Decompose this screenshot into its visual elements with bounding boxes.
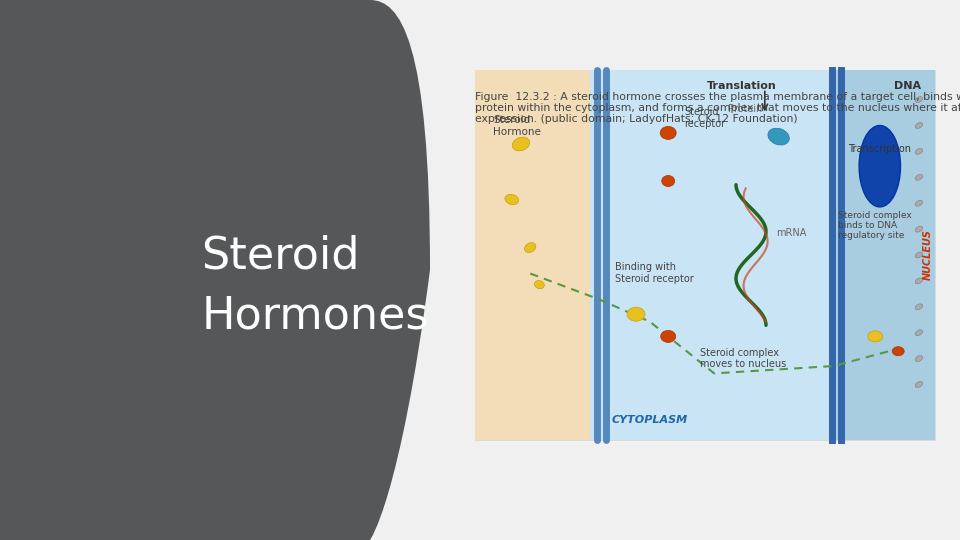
Ellipse shape	[535, 280, 544, 289]
Ellipse shape	[660, 330, 676, 342]
Ellipse shape	[892, 347, 904, 356]
PathPatch shape	[370, 0, 960, 540]
Text: DNA: DNA	[894, 81, 922, 91]
Text: Binding with
Steroid receptor: Binding with Steroid receptor	[615, 262, 694, 284]
Text: Protein: Protein	[728, 104, 762, 114]
Text: Steroid complex
moves to nucleus: Steroid complex moves to nucleus	[701, 348, 786, 369]
Text: Steroid
Hormone: Steroid Hormone	[493, 115, 541, 137]
Ellipse shape	[868, 331, 882, 342]
Ellipse shape	[505, 194, 518, 205]
Text: Steroid
receptor: Steroid receptor	[684, 107, 726, 129]
Text: Transcription: Transcription	[849, 144, 911, 154]
Text: protein within the cytoplasm, and forms a complex that moves to the nucleus wher: protein within the cytoplasm, and forms …	[475, 103, 960, 113]
Text: NUCLEUS: NUCLEUS	[924, 230, 933, 280]
Ellipse shape	[915, 278, 923, 284]
Ellipse shape	[915, 200, 923, 206]
Ellipse shape	[513, 137, 530, 151]
Bar	[475, 70, 604, 440]
Bar	[475, 70, 935, 440]
Ellipse shape	[915, 148, 923, 154]
Ellipse shape	[915, 356, 923, 362]
Ellipse shape	[661, 176, 675, 186]
Ellipse shape	[768, 128, 789, 145]
Ellipse shape	[915, 174, 923, 180]
Ellipse shape	[915, 226, 923, 232]
Bar	[829, 70, 935, 440]
Ellipse shape	[859, 125, 900, 207]
Text: Translation: Translation	[707, 81, 777, 91]
Ellipse shape	[915, 330, 923, 336]
Ellipse shape	[660, 126, 676, 139]
Text: Steroid complex
binds to DNA
regulatory site: Steroid complex binds to DNA regulatory …	[838, 211, 912, 240]
Text: CYTOPLASM: CYTOPLASM	[612, 415, 688, 425]
Text: mRNA: mRNA	[777, 228, 806, 238]
Ellipse shape	[915, 304, 923, 310]
Ellipse shape	[915, 97, 923, 103]
Text: Figure  12.3.2 : A steroid hormone crosses the plasma membrane of a target cell,: Figure 12.3.2 : A steroid hormone crosse…	[475, 92, 960, 102]
Ellipse shape	[915, 382, 923, 387]
Ellipse shape	[915, 123, 923, 129]
Ellipse shape	[524, 242, 536, 253]
Bar	[590, 70, 852, 440]
Text: Steroid
Hormones: Steroid Hormones	[202, 235, 429, 338]
Ellipse shape	[627, 307, 645, 321]
Ellipse shape	[915, 252, 923, 258]
Text: expression. (public domain; LadyofHats; CK-12 Foundation): expression. (public domain; LadyofHats; …	[475, 114, 798, 124]
